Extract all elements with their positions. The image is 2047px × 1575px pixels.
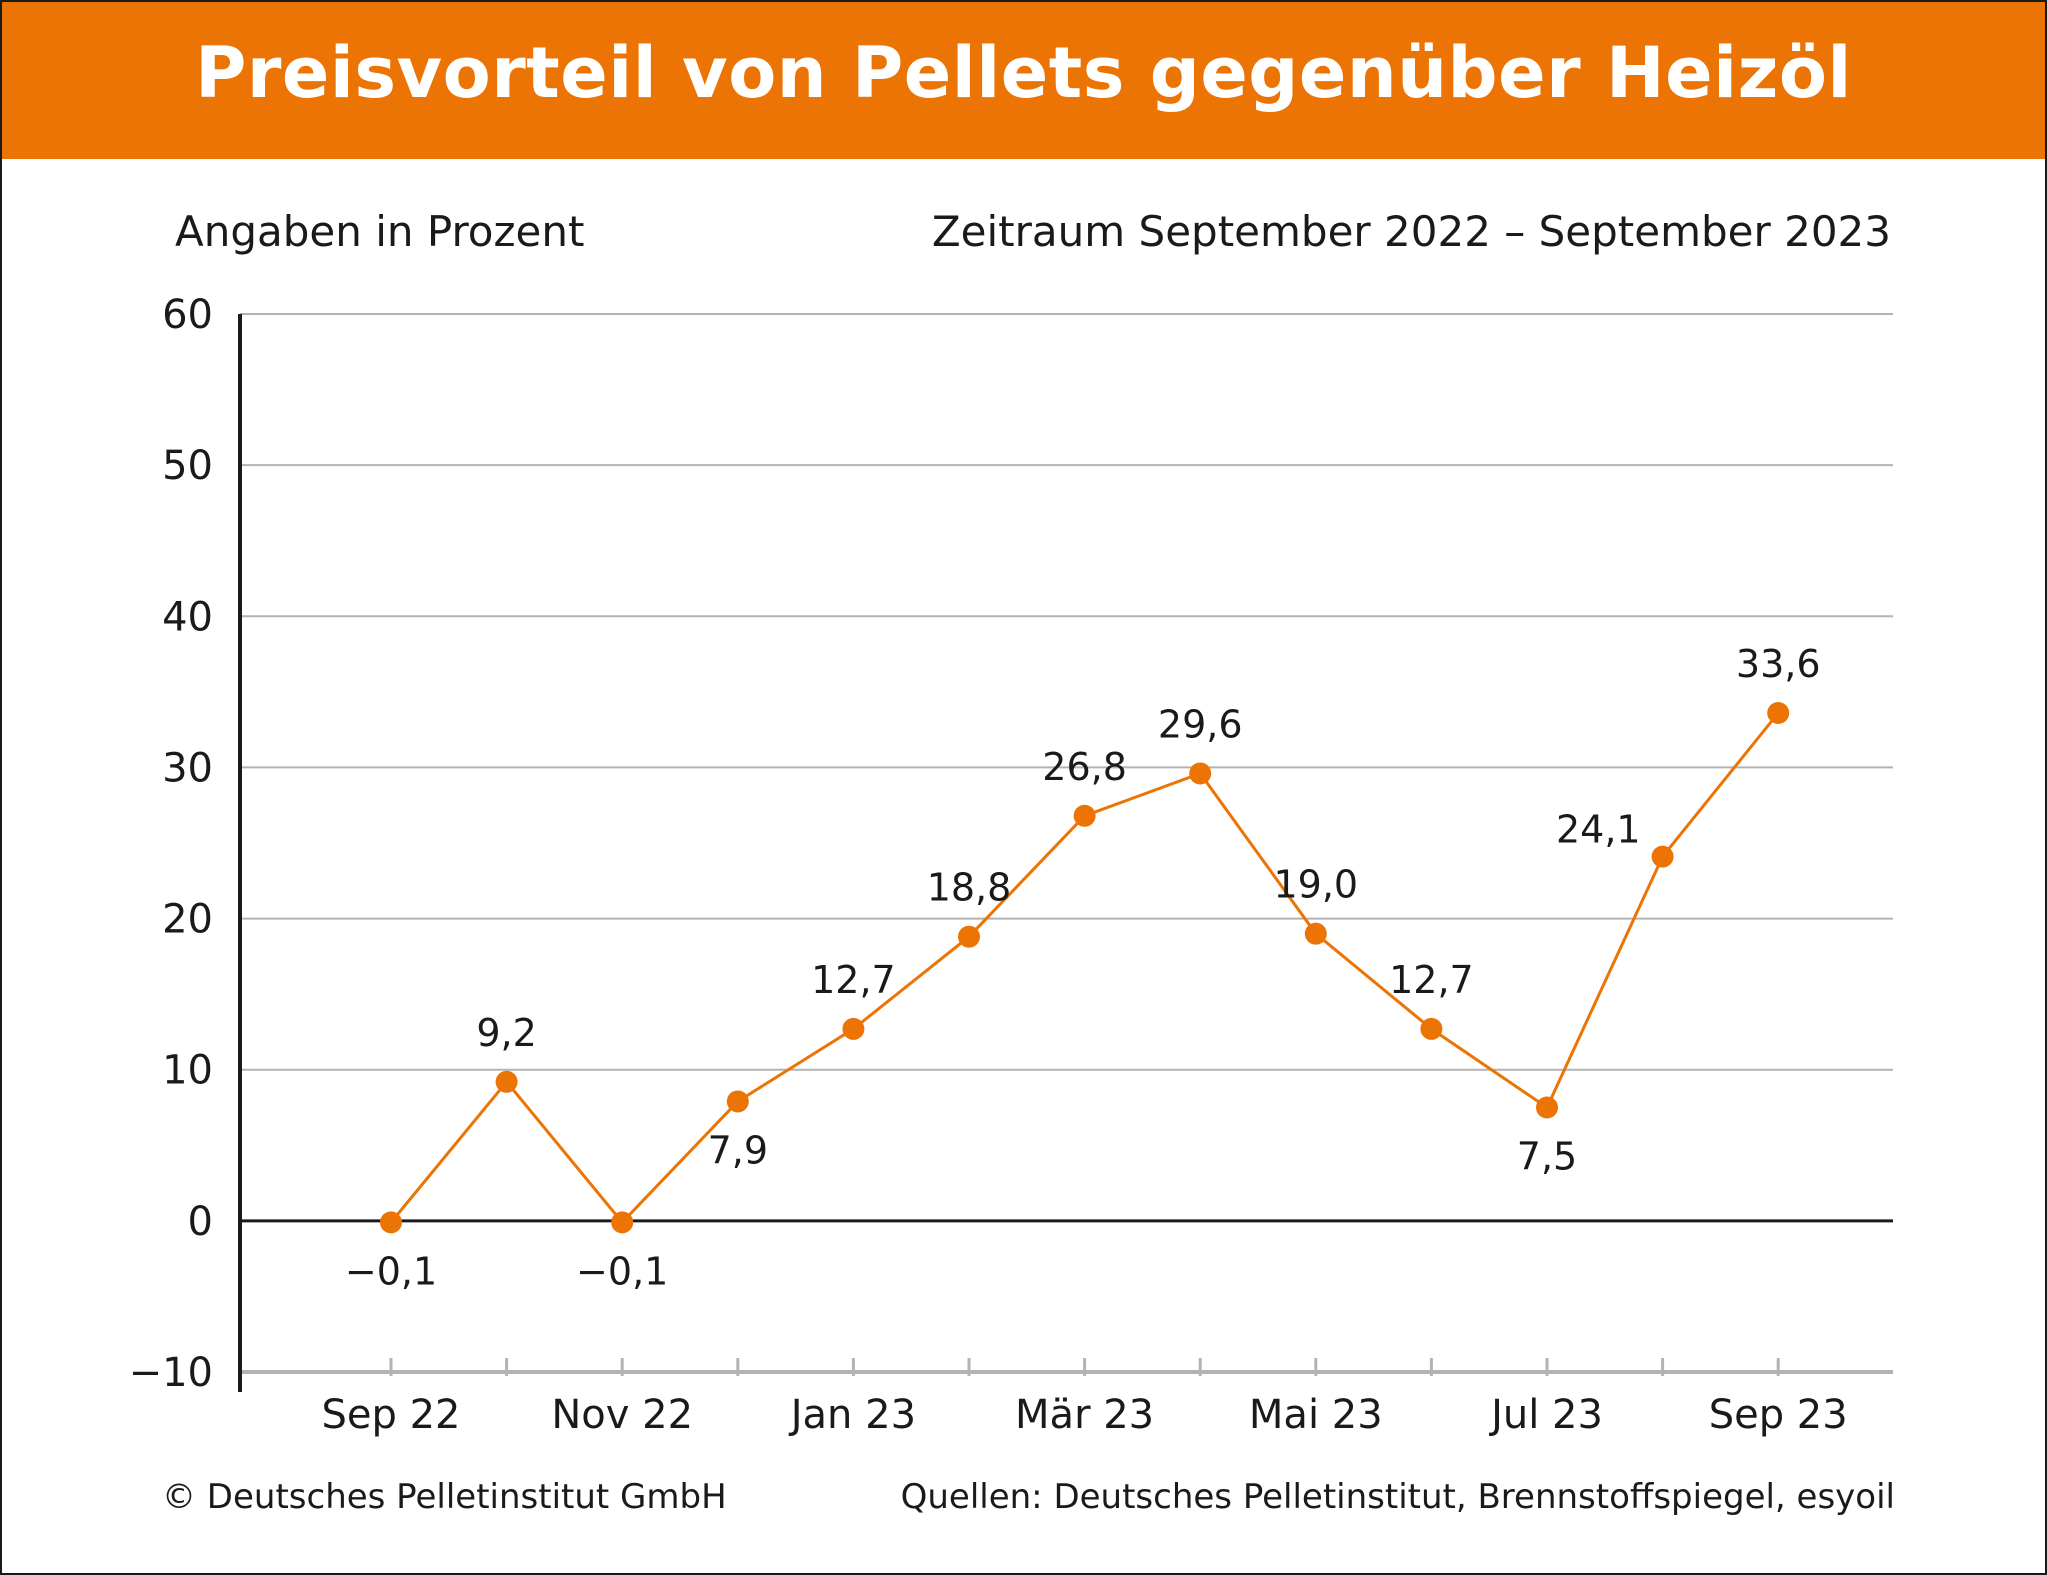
data-point: [1420, 1017, 1443, 1040]
data-label: 12,7: [1389, 958, 1474, 1002]
x-tick-label: Jan 23: [788, 1392, 916, 1438]
x-tick-label: Mär 23: [1015, 1392, 1154, 1438]
y-tick-label: 50: [162, 443, 213, 489]
data-label: 7,9: [708, 1128, 768, 1172]
data-label: −0,1: [576, 1249, 668, 1293]
y-tick-label: 60: [162, 292, 213, 338]
data-label: 7,5: [1517, 1135, 1577, 1179]
data-point: [726, 1090, 749, 1113]
data-point: [611, 1211, 634, 1234]
y-tick-label: 30: [162, 745, 213, 791]
data-point: [842, 1017, 865, 1040]
y-tick-label: 0: [188, 1199, 213, 1245]
data-label: 12,7: [811, 958, 896, 1002]
y-tick-label: −10: [129, 1350, 213, 1396]
sources-note: Quellen: Deutsches Pelletinstitut, Brenn…: [900, 1477, 1895, 1517]
x-tick-label: Jul 23: [1488, 1392, 1603, 1438]
x-tick-label: Nov 22: [551, 1392, 693, 1438]
data-point: [1189, 762, 1212, 785]
x-tick-label: Sep 23: [1709, 1392, 1848, 1438]
data-point: [1536, 1096, 1558, 1119]
y-tick-label: 10: [162, 1048, 213, 1094]
data-label: 9,2: [476, 1011, 536, 1055]
data-point: [1767, 702, 1790, 725]
data-label: 26,8: [1042, 745, 1127, 789]
x-tick-label: Sep 22: [321, 1392, 460, 1438]
data-point: [958, 925, 980, 948]
data-label: 33,6: [1736, 642, 1821, 686]
data-label: 24,1: [1556, 808, 1641, 852]
data-point: [495, 1070, 518, 1093]
data-label: 18,8: [927, 866, 1012, 910]
title-banner: Preisvorteil von Pellets gegenüber Heizö…: [2, 2, 2045, 159]
data-label: 29,6: [1158, 702, 1243, 746]
data-point: [1304, 922, 1327, 945]
y-tick-label: 20: [162, 897, 213, 943]
data-point: [1073, 804, 1096, 827]
period-label: Zeitraum September 2022 – September 2023: [931, 207, 1891, 256]
data-point: [380, 1211, 402, 1234]
y-tick-label: 40: [162, 594, 213, 640]
chart-title: Preisvorteil von Pellets gegenüber Heizö…: [195, 32, 1852, 114]
data-point: [1651, 845, 1674, 868]
unit-label: Angaben in Prozent: [175, 207, 585, 256]
x-tick-label: Mai 23: [1249, 1392, 1383, 1438]
data-label: −0,1: [345, 1249, 437, 1293]
data-label: 19,0: [1273, 863, 1358, 907]
copyright-note: © Deutsches Pelletinstitut GmbH: [162, 1477, 727, 1517]
